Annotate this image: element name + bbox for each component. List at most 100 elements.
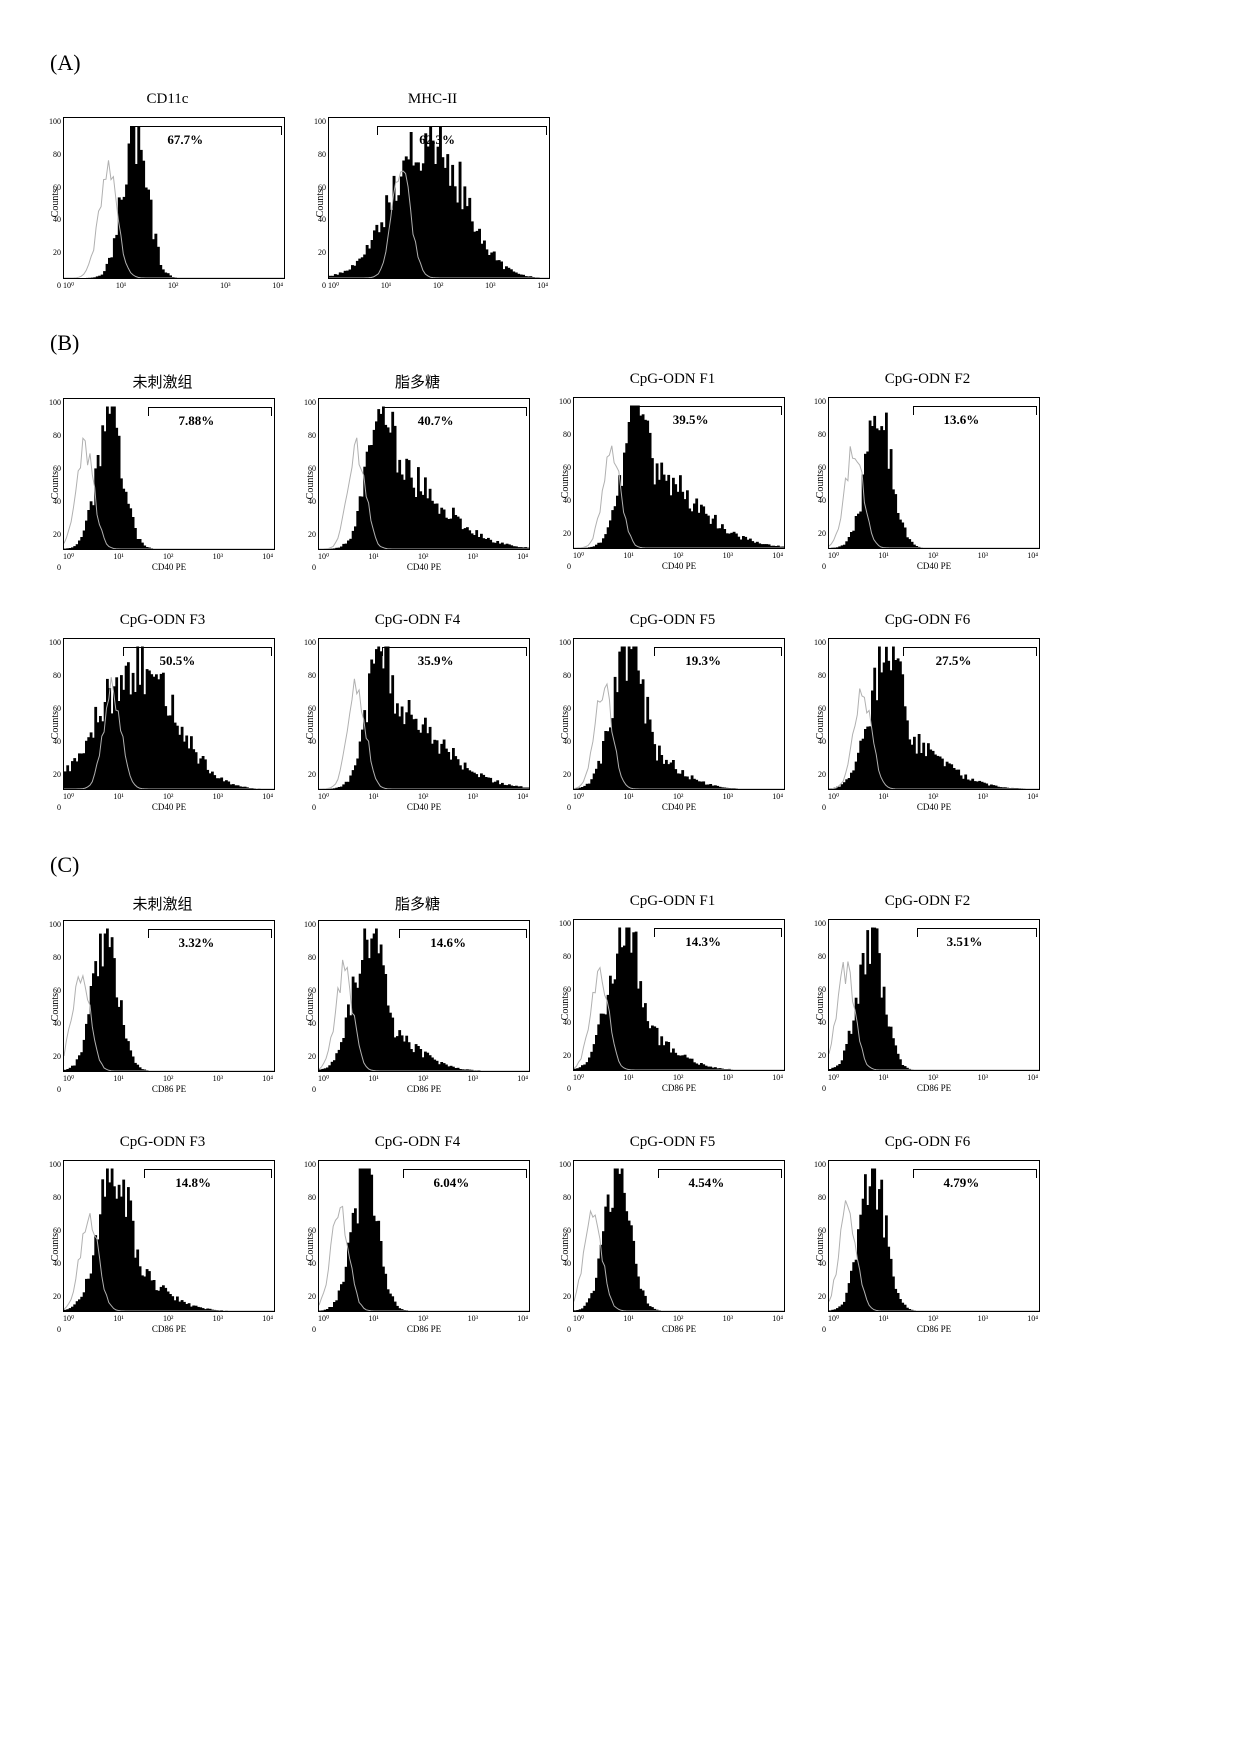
flow-panel: CpG-ODN F1 Counts 020406080100 14.3% 10⁰…: [560, 893, 785, 1094]
gate-percent-label: 27.5%: [936, 653, 972, 669]
x-axis-label: CD86 PE: [318, 1324, 530, 1334]
x-axis-label: CD40 PE: [828, 802, 1040, 812]
section-c-row-1: CpG-ODN F3 Counts 020406080100 14.8% 10⁰…: [50, 1134, 1190, 1334]
gate-percent-label: 39.5%: [673, 412, 709, 428]
flow-panel: CpG-ODN F3 Counts 020406080100 50.5% 10⁰…: [50, 612, 275, 812]
x-axis-label: CD86 PE: [318, 1084, 530, 1094]
gate-percent-label: 40.7%: [418, 413, 454, 429]
x-ticks: 10⁰10¹10²10³10⁴: [318, 1314, 528, 1323]
x-axis-label: CD86 PE: [63, 1084, 275, 1094]
x-ticks: 10⁰10¹10²10³10⁴: [318, 552, 528, 561]
gate-percent-label: 13.6%: [943, 412, 979, 428]
x-ticks: 10⁰10¹10²10³10⁴: [318, 1074, 528, 1083]
gate-percent-label: 3.32%: [178, 935, 214, 951]
flow-panel: 脂多糖 Counts 020406080100 40.7% 10⁰10¹10²1…: [305, 371, 530, 572]
histogram-plot: 39.5%: [573, 397, 785, 549]
gate-percent-label: 14.3%: [685, 934, 721, 950]
x-ticks: 10⁰10¹10²10³10⁴: [63, 1314, 273, 1323]
x-ticks: 10⁰10¹10²10³10⁴: [828, 1314, 1038, 1323]
x-ticks: 10⁰10¹10²10³10⁴: [828, 1073, 1038, 1082]
flow-panel: CpG-ODN F3 Counts 020406080100 14.8% 10⁰…: [50, 1134, 275, 1334]
panel-title: CD11c: [147, 91, 189, 111]
gate-percent-label: 14.6%: [430, 935, 466, 951]
flow-panel: CpG-ODN F4 Counts 020406080100 6.04% 10⁰…: [305, 1134, 530, 1334]
gate-percent-label: 19.3%: [685, 653, 721, 669]
gate-percent-label: 14.8%: [175, 1175, 211, 1191]
panel-title: CpG-ODN F6: [885, 1134, 970, 1154]
histogram-plot: 13.6%: [828, 397, 1040, 549]
gate-percent-label: 7.88%: [178, 413, 214, 429]
section-a-label: (A): [50, 50, 1190, 76]
y-ticks: 020406080100: [555, 397, 571, 571]
panel-title: CpG-ODN F2: [885, 893, 970, 913]
x-axis-label: CD86 PE: [63, 1324, 275, 1334]
y-ticks: 020406080100: [810, 397, 826, 571]
histogram-plot: 3.32%: [63, 920, 275, 1072]
panel-title: CpG-ODN F4: [375, 612, 460, 632]
flow-panel: CpG-ODN F2 Counts 020406080100 3.51% 10⁰…: [815, 893, 1040, 1094]
y-ticks: 020406080100: [300, 638, 316, 812]
panel-title: CpG-ODN F1: [630, 893, 715, 913]
gate-bracket: [123, 647, 272, 656]
y-ticks: 020406080100: [45, 117, 61, 290]
y-ticks: 020406080100: [810, 638, 826, 812]
x-ticks: 10⁰10¹10²10³10⁴: [828, 551, 1038, 560]
y-ticks: 020406080100: [300, 920, 316, 1094]
x-ticks: 10⁰10¹10²10³10⁴: [63, 552, 273, 561]
section-a-row: CD11c Counts 020406080100 67.7% 10⁰10¹10…: [50, 91, 1190, 290]
panel-title: CpG-ODN F3: [120, 612, 205, 632]
panel-title: MHC-II: [408, 91, 457, 111]
y-ticks: 020406080100: [45, 920, 61, 1094]
panel-title: 脂多糖: [395, 893, 440, 914]
gate-bracket: [382, 647, 527, 656]
panel-title: CpG-ODN F3: [120, 1134, 205, 1154]
x-ticks: 10⁰10¹10²10³10⁴: [328, 281, 548, 290]
y-ticks: 020406080100: [45, 398, 61, 572]
section-b-row-1: CpG-ODN F3 Counts 020406080100 50.5% 10⁰…: [50, 612, 1190, 812]
y-ticks: 020406080100: [300, 398, 316, 572]
x-axis-label: CD40 PE: [318, 802, 530, 812]
panel-title: CpG-ODN F1: [630, 371, 715, 391]
histogram-plot: 6.04%: [318, 1160, 530, 1312]
y-ticks: 020406080100: [555, 1160, 571, 1334]
x-axis-label: CD40 PE: [318, 562, 530, 572]
x-axis-label: CD40 PE: [573, 802, 785, 812]
x-ticks: 10⁰10¹10²10³10⁴: [828, 792, 1038, 801]
histogram-plot: 35.9%: [318, 638, 530, 790]
x-axis-label: CD40 PE: [828, 561, 1040, 571]
panel-title: CpG-ODN F4: [375, 1134, 460, 1154]
section-c-row-0: 未刺激组 Counts 020406080100 3.32% 10⁰10¹10²…: [50, 893, 1190, 1094]
x-axis-label: CD86 PE: [573, 1324, 785, 1334]
histogram-plot: 4.54%: [573, 1160, 785, 1312]
flow-panel: CpG-ODN F4 Counts 020406080100 35.9% 10⁰…: [305, 612, 530, 812]
x-ticks: 10⁰10¹10²10³10⁴: [573, 792, 783, 801]
x-ticks: 10⁰10¹10²10³10⁴: [318, 792, 528, 801]
histogram-plot: 14.3%: [573, 919, 785, 1071]
y-ticks: 020406080100: [810, 919, 826, 1093]
flow-panel: 未刺激组 Counts 020406080100 3.32% 10⁰10¹10²…: [50, 893, 275, 1094]
histogram-plot: 40.7%: [318, 398, 530, 550]
y-ticks: 020406080100: [45, 1160, 61, 1334]
x-axis-label: CD40 PE: [63, 562, 275, 572]
y-ticks: 020406080100: [810, 1160, 826, 1334]
gate-bracket: [382, 407, 527, 416]
gate-bracket: [377, 126, 546, 135]
x-axis-label: CD86 PE: [828, 1324, 1040, 1334]
gate-percent-label: 62.3%: [419, 132, 455, 148]
histogram-plot: 62.3%: [328, 117, 550, 279]
section-b-row-0: 未刺激组 Counts 020406080100 7.88% 10⁰10¹10²…: [50, 371, 1190, 572]
flow-panel: CpG-ODN F5 Counts 020406080100 4.54% 10⁰…: [560, 1134, 785, 1334]
flow-panel: CpG-ODN F5 Counts 020406080100 19.3% 10⁰…: [560, 612, 785, 812]
y-ticks: 020406080100: [300, 1160, 316, 1334]
y-ticks: 020406080100: [555, 638, 571, 812]
x-ticks: 10⁰10¹10²10³10⁴: [63, 1074, 273, 1083]
x-axis-label: CD86 PE: [573, 1083, 785, 1093]
flow-panel: CpG-ODN F6 Counts 020406080100 27.5% 10⁰…: [815, 612, 1040, 812]
section-b-label: (B): [50, 330, 1190, 356]
section-c-label: (C): [50, 852, 1190, 878]
flow-panel: MHC-II Counts 020406080100 62.3% 10⁰10¹1…: [315, 91, 550, 290]
gate-bracket: [130, 126, 282, 135]
histogram-plot: 50.5%: [63, 638, 275, 790]
histogram-plot: 14.8%: [63, 1160, 275, 1312]
gate-percent-label: 50.5%: [160, 653, 196, 669]
